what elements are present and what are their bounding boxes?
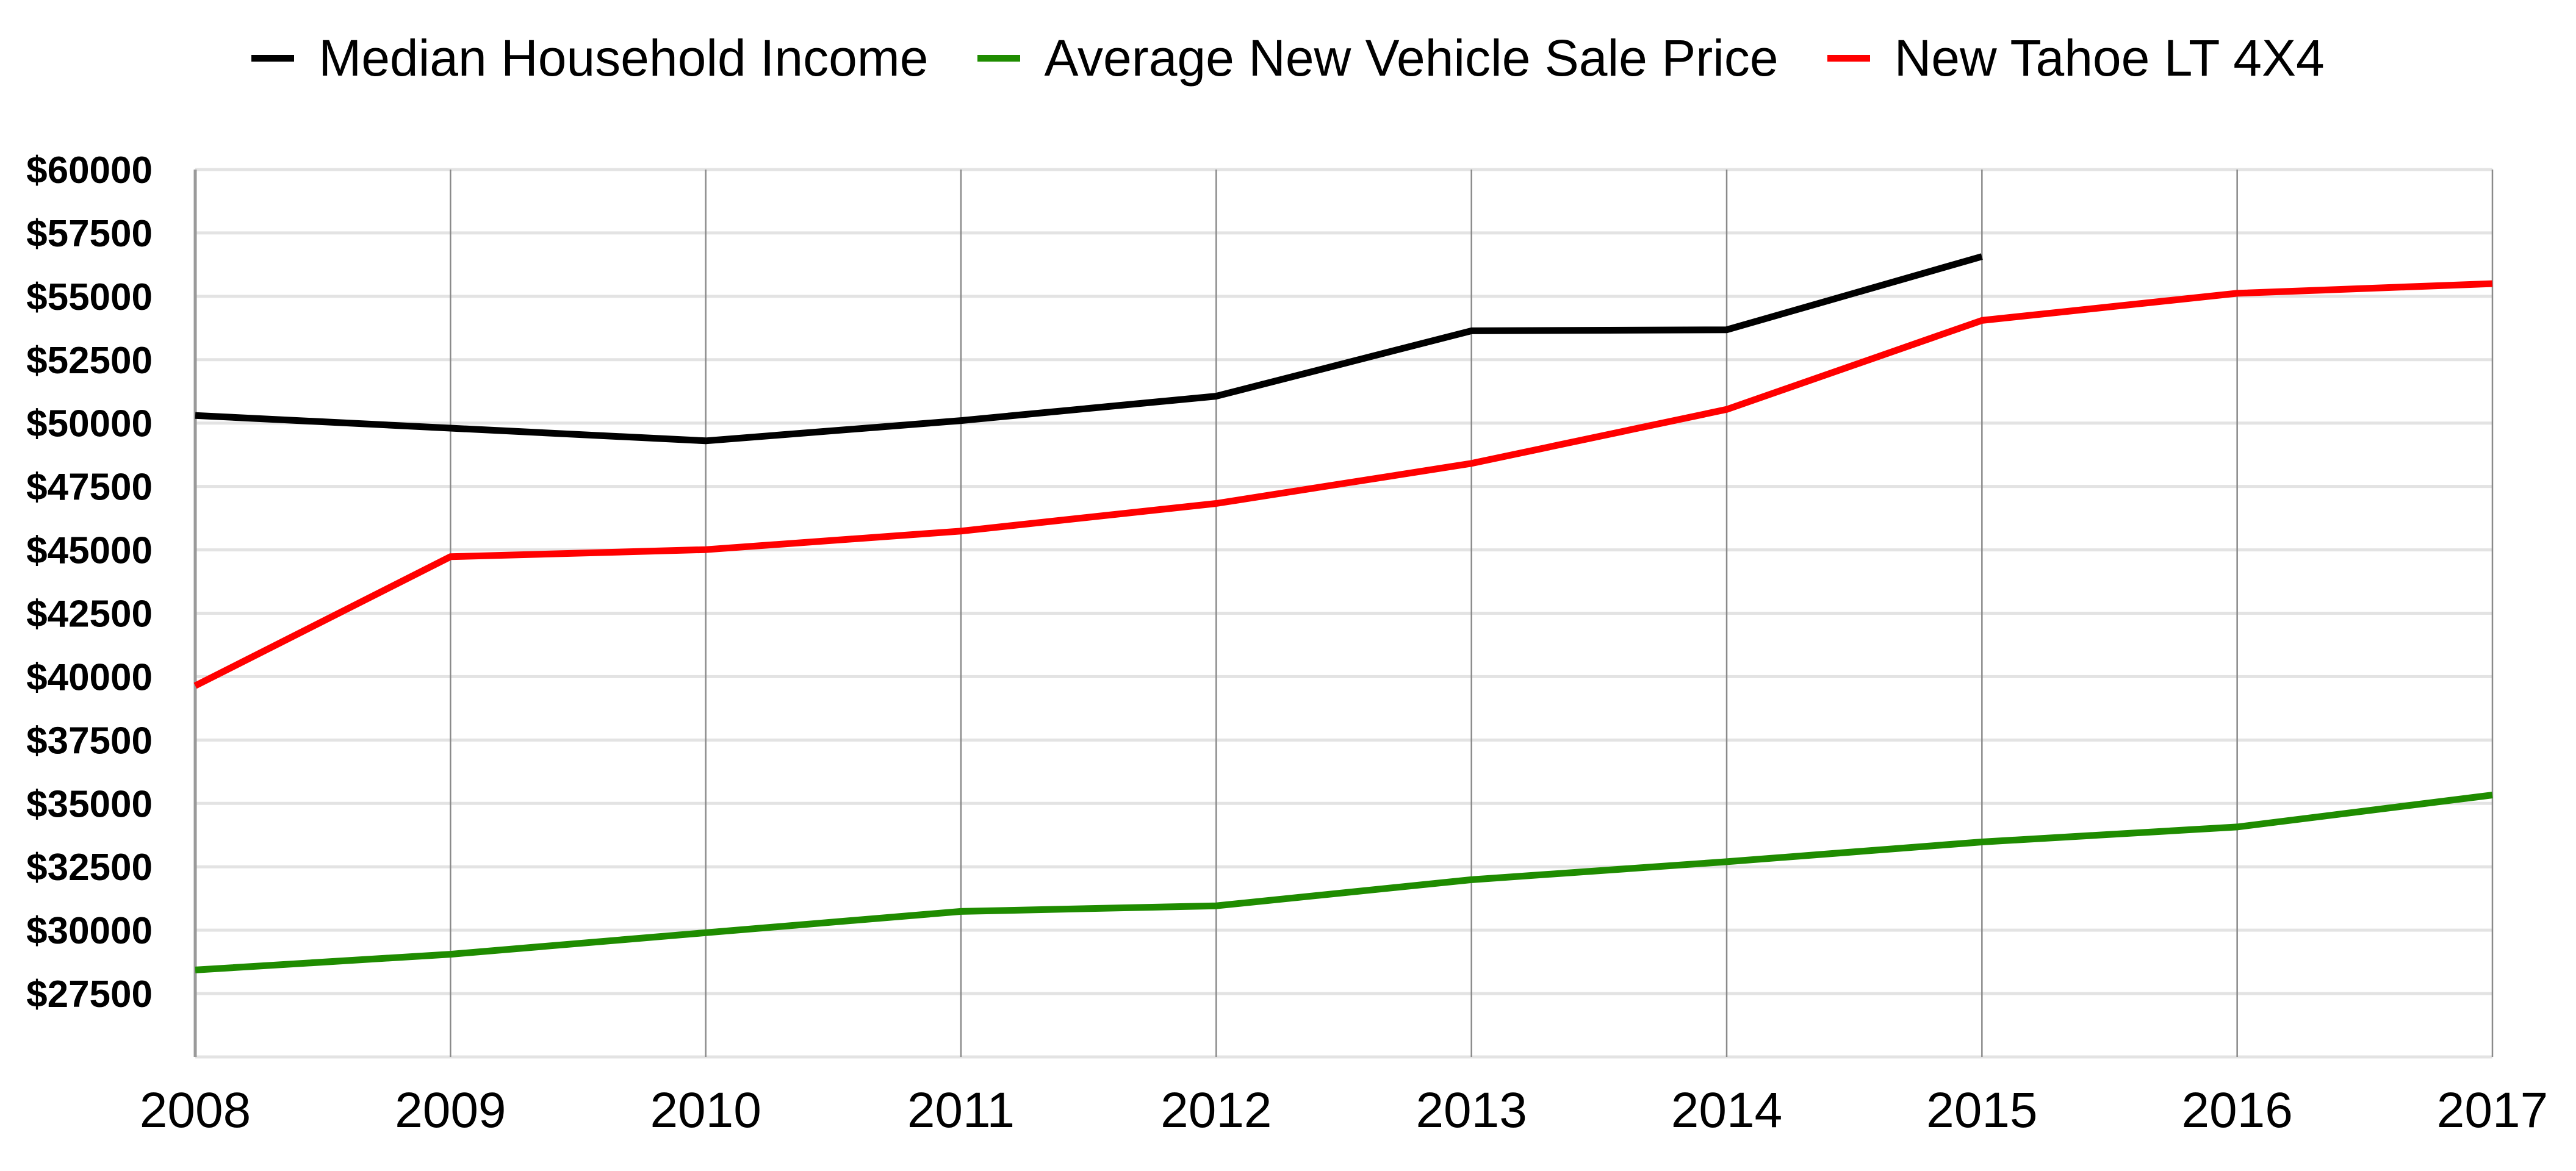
legend-swatch-average-new-vehicle-sale-price [977,54,1020,62]
data-point-average-new-vehicle-sale-price-2010 [702,929,709,936]
x-tick-label-2016: 2016 [2181,1083,2292,1138]
legend-swatch-median-household-income [251,54,295,62]
chart-legend: Median Household Income Average New Vehi… [0,24,2576,91]
x-tick-label-2017: 2017 [2437,1083,2548,1138]
y-tick-label-45000: $45000 [26,530,153,572]
data-point-new-tahoe-lt-4x4-2013 [1468,460,1475,467]
y-tick-label-37500: $37500 [26,720,153,762]
y-tick-label-50000: $50000 [26,403,153,445]
y-tick-label-57500: $57500 [26,213,153,255]
data-point-new-tahoe-lt-4x4-2012 [1213,500,1220,507]
data-point-median-household-income-2013 [1468,328,1475,334]
data-point-new-tahoe-lt-4x4-2008 [192,682,199,689]
series-line-average-new-vehicle-sale-price [195,792,2493,973]
data-point-new-tahoe-lt-4x4-2011 [958,528,965,534]
legend-label-median-household-income: Median Household Income [318,29,929,87]
y-tick-label-35000: $35000 [26,783,153,825]
data-point-median-household-income-2009 [447,425,454,432]
data-point-median-household-income-2010 [702,437,709,444]
x-tick-label-2014: 2014 [1671,1083,1782,1138]
legend-item-average-new-vehicle-sale-price[interactable]: Average New Vehicle Sale Price [977,29,1779,88]
data-point-average-new-vehicle-sale-price-2014 [1724,858,1730,865]
x-axis-tick-labels: 2008 2009 2010 2011 2012 2013 2014 2015 2016 2017 [140,1083,2548,1138]
y-tick-label-52500: $52500 [26,340,153,382]
y-tick-label-42500: $42500 [26,593,153,636]
data-point-average-new-vehicle-sale-price-2009 [447,951,454,958]
series-line-median-household-income [195,253,1983,445]
y-tick-label-32500: $32500 [26,847,153,889]
x-tick-label-2009: 2009 [395,1083,506,1138]
x-tick-label-2015: 2015 [1926,1083,2037,1138]
horizontal-gridlines [195,168,2492,1059]
data-point-median-household-income-2015 [1979,253,1985,260]
x-tick-label-2008: 2008 [140,1083,251,1138]
legend-swatch-new-tahoe-lt-4x4 [1827,54,1870,62]
data-point-new-tahoe-lt-4x4-2016 [2234,290,2240,296]
y-tick-label-55000: $55000 [26,276,153,318]
data-point-average-new-vehicle-sale-price-2008 [192,967,199,973]
legend-label-average-new-vehicle-sale-price: Average New Vehicle Sale Price [1044,29,1779,87]
x-tick-label-2012: 2012 [1160,1083,1272,1138]
y-axis-tick-labels: $27500 $30000 $32500 $35000 $37500 $40000 $425… [26,149,153,1015]
y-tick-label-40000: $40000 [26,656,153,698]
legend-item-median-household-income[interactable]: Median Household Income [251,29,929,88]
series-line-new-tahoe-lt-4x4 [193,280,2493,689]
data-point-median-household-income-2008 [192,412,199,419]
data-point-average-new-vehicle-sale-price-2013 [1468,876,1475,883]
data-point-new-tahoe-lt-4x4-2009 [447,553,454,560]
data-point-median-household-income-2012 [1213,393,1220,399]
y-tick-label-47500: $47500 [26,467,153,509]
data-point-new-tahoe-lt-4x4-2014 [1724,406,1730,413]
data-point-average-new-vehicle-sale-price-2015 [1979,839,1985,845]
series-lines [192,253,2496,973]
legend-item-new-tahoe-lt-4x4[interactable]: New Tahoe LT 4X4 [1827,29,2325,88]
y-tick-label-60000: $60000 [26,149,153,192]
x-tick-label-2010: 2010 [650,1083,761,1138]
data-point-new-tahoe-lt-4x4-2017 [2489,281,2496,287]
data-point-average-new-vehicle-sale-price-2012 [1213,903,1220,909]
data-point-average-new-vehicle-sale-price-2017 [2489,792,2496,798]
y-tick-label-27500: $27500 [26,973,153,1015]
x-tick-label-2013: 2013 [1416,1083,1527,1138]
data-point-average-new-vehicle-sale-price-2011 [958,908,965,915]
data-point-average-new-vehicle-sale-price-2016 [2234,823,2240,830]
data-point-median-household-income-2014 [1724,326,1730,333]
y-tick-label-30000: $30000 [26,910,153,952]
data-point-median-household-income-2011 [958,417,965,424]
x-tick-label-2011: 2011 [907,1083,1015,1138]
data-point-new-tahoe-lt-4x4-2015 [1979,317,1985,324]
data-point-new-tahoe-lt-4x4-2010 [702,546,709,553]
legend-label-new-tahoe-lt-4x4: New Tahoe LT 4X4 [1894,29,2325,87]
